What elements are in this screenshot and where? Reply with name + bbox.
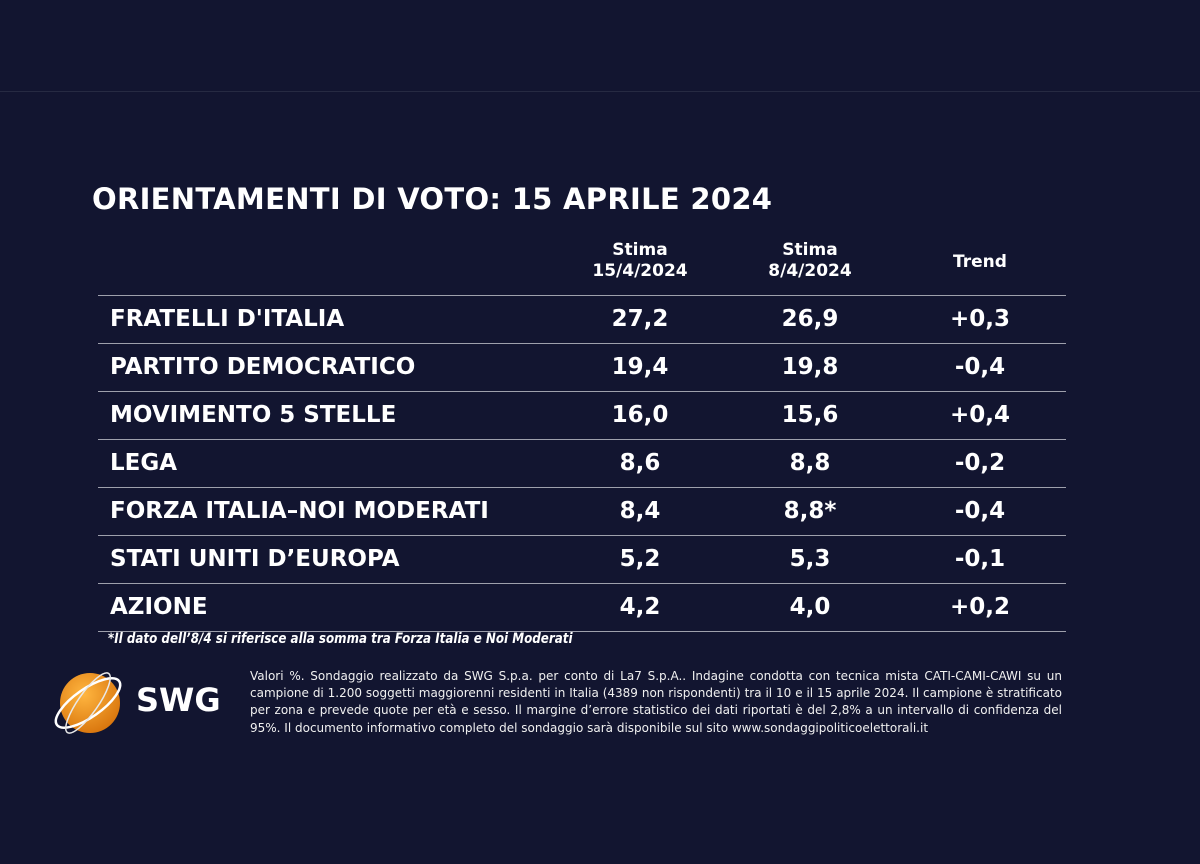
column-header-line: Stima <box>612 240 668 260</box>
trend-value: -0,4 <box>954 354 1006 380</box>
swg-logo: SWG <box>48 665 238 740</box>
estimate-previous: 19,8 <box>781 354 839 380</box>
estimate-previous: 15,6 <box>781 402 839 428</box>
logo-text: SWG <box>136 681 221 719</box>
estimate-previous: 8,8 <box>789 450 831 476</box>
party-name: AZIONE <box>110 594 208 620</box>
trend-value: +0,2 <box>949 594 1010 620</box>
estimate-previous: 26,9 <box>781 306 839 332</box>
table-row: AZIONE 4,2 4,0 +0,2 <box>98 583 1066 632</box>
table-row: FRATELLI D'ITALIA 27,2 26,9 +0,3 <box>98 295 1066 343</box>
trend-value: +0,4 <box>949 402 1010 428</box>
column-header-line: 8/4/2024 <box>768 261 852 281</box>
party-name: PARTITO DEMOCRATICO <box>110 354 416 380</box>
footnote: *Il dato dell’8/4 si riferisce alla somm… <box>108 631 573 647</box>
trend-value: -0,1 <box>954 546 1006 572</box>
table-row: STATI UNITI D’EUROPA 5,2 5,3 -0,1 <box>98 535 1066 583</box>
top-divider <box>0 91 1200 92</box>
estimate-previous: 4,0 <box>789 594 831 620</box>
table-row: FORZA ITALIA–NOI MODERATI 8,4 8,8* -0,4 <box>98 487 1066 535</box>
column-header-line: Stima <box>782 240 838 260</box>
estimate-current: 8,6 <box>619 450 661 476</box>
party-name: FRATELLI D'ITALIA <box>110 306 345 332</box>
column-header-current: Stima 15/4/2024 <box>555 240 725 282</box>
column-header-trend: Trend <box>895 252 1065 273</box>
poll-table: FRATELLI D'ITALIA 27,2 26,9 +0,3 PARTITO DEM… <box>98 295 1066 632</box>
party-name: LEGA <box>110 450 178 476</box>
estimate-current: 4,2 <box>619 594 661 620</box>
column-header-line: Trend <box>953 252 1007 272</box>
party-name: MOVIMENTO 5 STELLE <box>110 402 397 428</box>
estimate-current: 5,2 <box>619 546 661 572</box>
table-row: MOVIMENTO 5 STELLE 16,0 15,6 +0,4 <box>98 391 1066 439</box>
globe-icon <box>54 672 122 734</box>
party-name: STATI UNITI D’EUROPA <box>110 546 400 572</box>
estimate-previous: 8,8* <box>783 498 837 524</box>
estimate-previous: 5,3 <box>789 546 831 572</box>
methodology-notes: Valori %. Sondaggio realizzato da SWG S.… <box>250 669 1062 735</box>
trend-value: -0,4 <box>954 498 1006 524</box>
column-header-line: 15/4/2024 <box>592 261 688 281</box>
page-title: ORIENTAMENTI DI VOTO: 15 APRILE 2024 <box>92 182 773 216</box>
party-name: FORZA ITALIA–NOI MODERATI <box>110 498 489 524</box>
trend-value: -0,2 <box>954 450 1006 476</box>
table-row: LEGA 8,6 8,8 -0,2 <box>98 439 1066 487</box>
estimate-current: 8,4 <box>619 498 661 524</box>
column-header-previous: Stima 8/4/2024 <box>725 240 895 282</box>
estimate-current: 16,0 <box>611 402 669 428</box>
table-row: PARTITO DEMOCRATICO 19,4 19,8 -0,4 <box>98 343 1066 391</box>
estimate-current: 19,4 <box>611 354 669 380</box>
estimate-current: 27,2 <box>611 306 669 332</box>
trend-value: +0,3 <box>949 306 1010 332</box>
